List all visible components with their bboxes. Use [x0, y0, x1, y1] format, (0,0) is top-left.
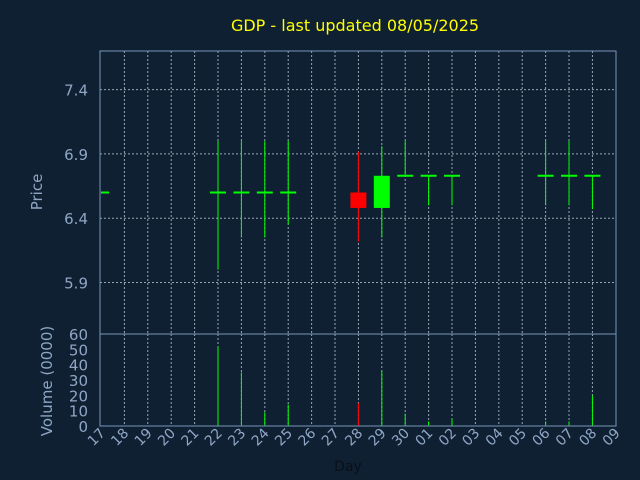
volume-tick-label: 40 — [69, 357, 88, 375]
y-axis-label-volume: Volume (0000) — [38, 326, 56, 436]
volume-tick-label: 60 — [69, 326, 88, 344]
y-axis-ticks: 5.9 6.4 6.9 7.4 — [64, 82, 88, 293]
price-tick-label: 7.4 — [64, 82, 88, 100]
volume-tick-label: 0 — [78, 418, 88, 436]
price-tick-label: 6.4 — [64, 210, 88, 228]
volume-tick-label: 50 — [69, 341, 88, 359]
volume-tick-label: 20 — [69, 387, 88, 405]
candles — [101, 141, 601, 270]
volume-bars — [217, 346, 593, 426]
volume-panel-frame — [99, 333, 617, 427]
price-tick-label: 6.9 — [64, 146, 88, 164]
volume-tick-label: 10 — [69, 403, 88, 421]
x-axis-label: Day — [334, 459, 362, 475]
chart-title: GDP - last updated 08/05/2025 — [231, 16, 479, 35]
y-axis-label-price: Price — [28, 174, 46, 211]
x-axis-ticks: 17 18 19 20 21 22 23 24 25 26 27 28 29 30 01 02 03 04 05 06… — [85, 425, 624, 449]
volume-tick-label: 30 — [69, 372, 88, 390]
candle-body — [350, 192, 367, 208]
price-tick-label: 5.9 — [64, 275, 88, 293]
candle-body — [373, 175, 390, 208]
